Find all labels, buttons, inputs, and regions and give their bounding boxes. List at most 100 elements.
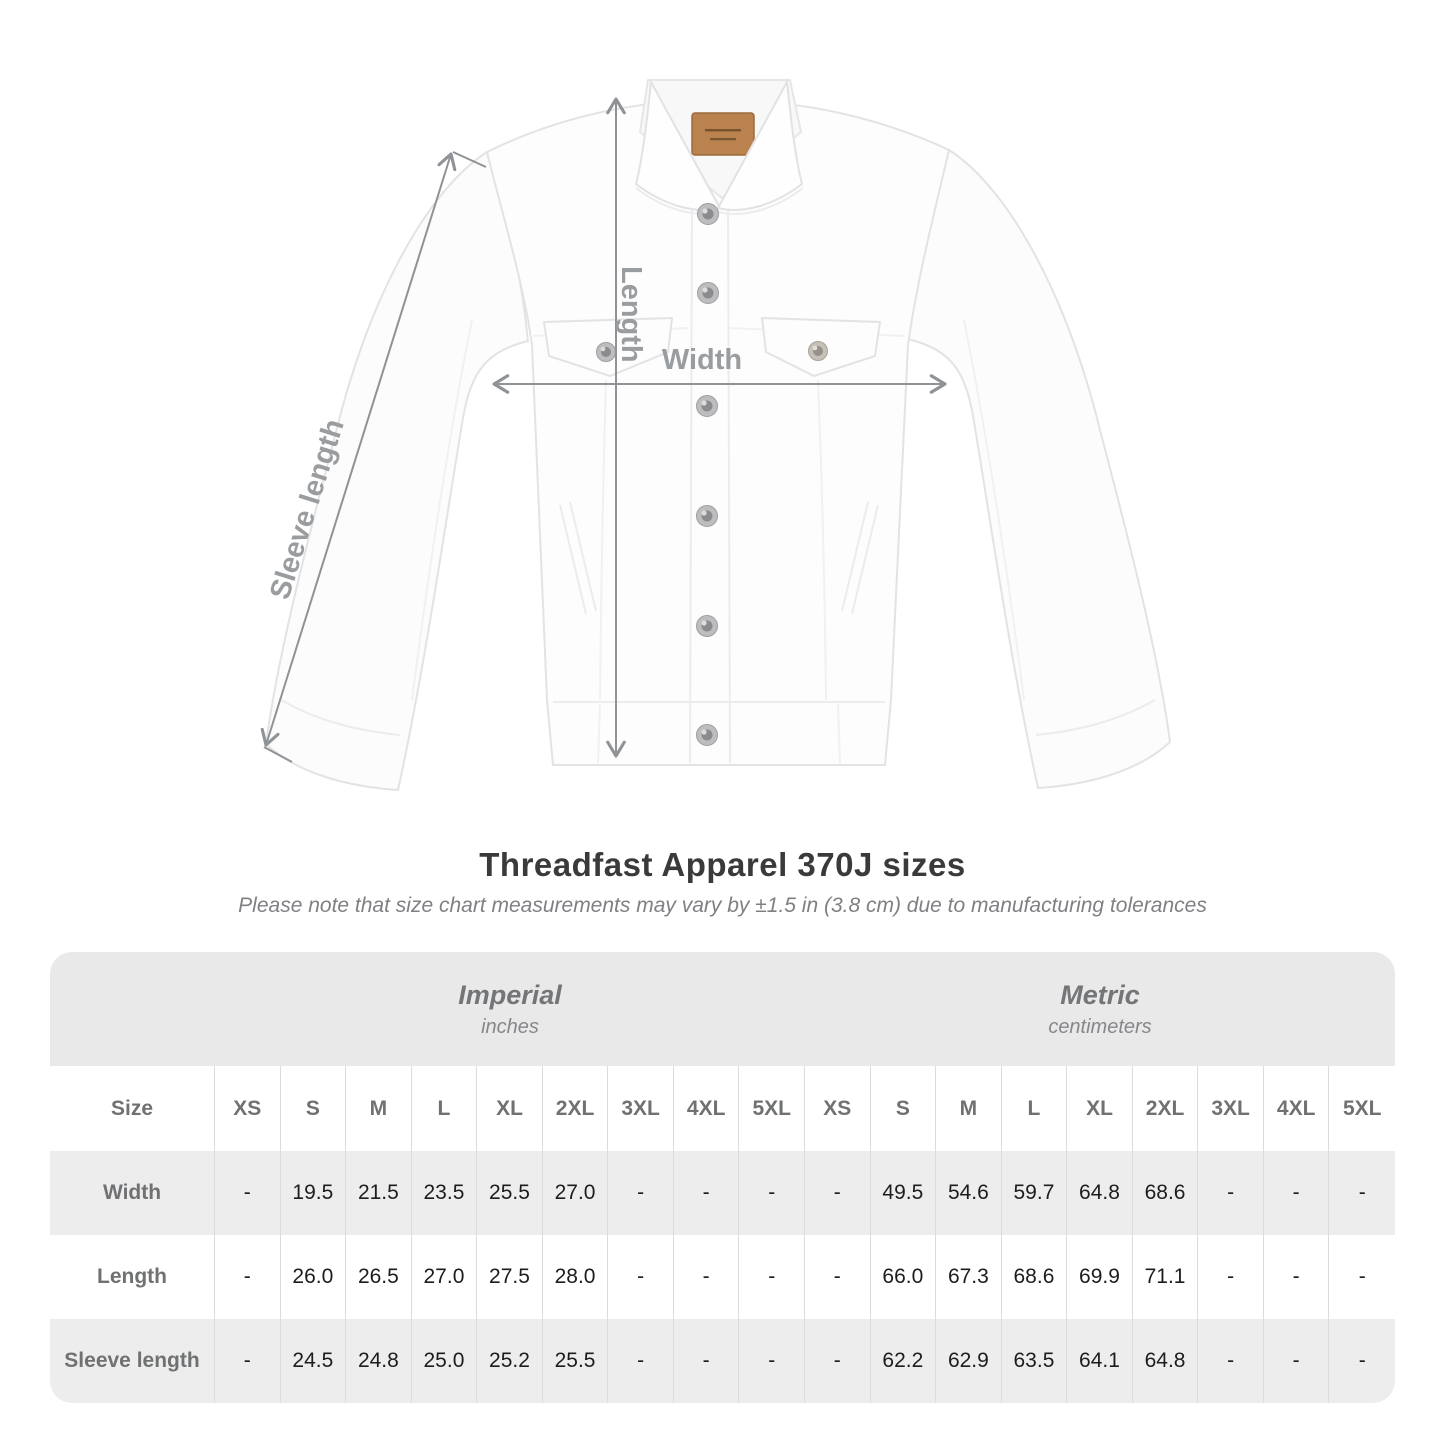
width-measure: Width [492,344,947,394]
value-cell: 23.5 [411,1151,478,1235]
button [696,395,718,417]
value-cell: - [608,1151,674,1235]
value-cell: 25.5 [477,1151,543,1235]
size-header-metric: XL [1067,1066,1133,1151]
imperial-section-header: Imperial inches [215,952,805,1066]
size-header-metric: XS [805,1066,871,1151]
value-cell: 63.5 [1001,1319,1068,1403]
width-label: Width [662,344,742,376]
right-sleeve [906,148,1172,790]
front-panel-seams [599,379,827,701]
value-cell: - [739,1319,805,1403]
value-cell: - [1264,1235,1330,1319]
value-cell: - [805,1319,871,1403]
value-cell: 25.0 [411,1319,478,1403]
value-cell: - [805,1151,871,1235]
value-cell: - [608,1319,674,1403]
value-cell: - [739,1151,805,1235]
button [696,505,718,527]
tolerance-note: Please note that size chart measurements… [238,894,1207,917]
imperial-unit: inches [481,1015,539,1038]
placket-buttons [696,203,719,746]
value-cell: 28.0 [543,1235,609,1319]
button [696,615,718,637]
value-cell: - [215,1151,281,1235]
value-cell: - [215,1235,281,1319]
size-header-metric: 4XL [1264,1066,1330,1151]
value-cell: - [674,1235,740,1319]
value-cell: 49.5 [870,1151,937,1235]
size-header-metric: M [936,1066,1002,1151]
value-cell: - [1198,1319,1264,1403]
value-cell: 64.8 [1067,1151,1133,1235]
button-placket [689,197,731,764]
length-measure: Length [606,97,647,758]
value-cell: 69.9 [1067,1235,1133,1319]
size-header-metric: 2XL [1133,1066,1199,1151]
value-cell: - [1198,1235,1264,1319]
row-label-length: Length [50,1235,215,1319]
size-header-imperial: 2XL [543,1066,609,1151]
value-cell: - [1198,1151,1264,1235]
jacket-illustration: Length Width Sleeve length [260,78,1172,792]
right-sleeve-seam [963,319,1025,701]
value-cell: 26.0 [281,1235,347,1319]
button [697,282,719,304]
size-header-imperial: L [412,1066,478,1151]
sleeve-leader-bottom [263,746,293,763]
value-cell: 66.0 [871,1235,937,1319]
value-cell: - [1329,1151,1395,1235]
metric-label: Metric [1060,979,1140,1010]
value-cell: 59.7 [1001,1151,1068,1235]
leather-patch-label [691,112,755,156]
size-header-imperial: XL [477,1066,543,1151]
jacket-measurement-diagram: Length Width Sleeve length [260,78,1172,792]
value-cell: 27.0 [542,1151,609,1235]
size-column-header: Size [50,1066,215,1151]
value-cell: 24.5 [280,1319,347,1403]
size-header-metric: 3XL [1198,1066,1264,1151]
value-cell: 67.3 [936,1235,1002,1319]
value-cell: 27.0 [412,1235,478,1319]
value-cell: 62.9 [936,1319,1002,1403]
page-title: Threadfast Apparel 370J sizes [479,846,966,883]
value-cell: 25.5 [542,1319,609,1403]
size-header-imperial: M [346,1066,412,1151]
value-cell: - [805,1235,871,1319]
value-cell: 62.2 [870,1319,937,1403]
size-header-metric: S [871,1066,937,1151]
size-chart-table: Imperial inches Metric centimeters Size … [50,952,1395,1403]
size-header-imperial: 5XL [739,1066,805,1151]
value-cell: 19.5 [280,1151,347,1235]
value-cell: 68.6 [1132,1151,1199,1235]
size-header-imperial: 3XL [608,1066,674,1151]
right-cuff-seam [1035,699,1156,736]
button [697,203,719,225]
value-cell: 64.8 [1132,1319,1199,1403]
value-cell: 24.8 [346,1319,412,1403]
value-cell: - [739,1235,805,1319]
sleeve-leader-top [452,151,487,168]
length-label: Length [615,266,647,363]
value-cell: - [673,1319,740,1403]
value-cell: 64.1 [1067,1319,1133,1403]
value-cell: - [1329,1319,1395,1403]
left-welt-pocket [559,501,597,615]
metric-unit: centimeters [1048,1015,1152,1038]
row-label-width: Width [50,1151,215,1235]
value-cell: - [673,1151,740,1235]
right-welt-pocket [841,501,879,615]
value-cell: - [1358,1265,1366,1288]
size-header-metric: 5XL [1342,1096,1382,1120]
button [696,724,718,746]
value-cell: 21.5 [346,1151,412,1235]
collar-shadow-right [718,187,804,215]
value-cell: - [215,1319,281,1403]
size-header-imperial: XS [215,1066,281,1151]
value-cell: 27.5 [477,1235,543,1319]
value-cell: 54.6 [936,1151,1002,1235]
metric-section-header: Metric centimeters [805,952,1395,1066]
waistband-tabs [597,703,841,764]
size-header-imperial: S [281,1066,347,1151]
value-cell: 71.1 [1133,1235,1199,1319]
